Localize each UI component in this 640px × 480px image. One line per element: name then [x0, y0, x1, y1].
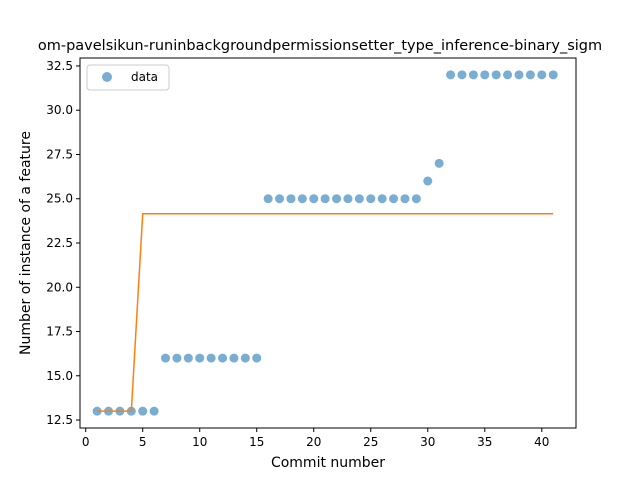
- data-point: [252, 353, 262, 363]
- y-tick-label: 12.5: [46, 413, 73, 427]
- data-point: [480, 70, 490, 80]
- y-tick-label: 20.0: [46, 280, 73, 294]
- data-point: [468, 70, 478, 80]
- data-point: [263, 194, 273, 204]
- x-tick-label: 25: [363, 435, 378, 449]
- data-point: [389, 194, 399, 204]
- data-point: [434, 158, 444, 168]
- data-point: [206, 353, 216, 363]
- data-point: [400, 194, 410, 204]
- x-tick-label: 10: [192, 435, 207, 449]
- data-point: [446, 70, 456, 80]
- data-point: [172, 353, 182, 363]
- legend: data: [86, 64, 170, 91]
- data-point: [491, 70, 501, 80]
- data-point: [514, 70, 524, 80]
- legend-label-data: data: [131, 70, 158, 84]
- y-tick-label: 32.5: [46, 59, 73, 73]
- plot-area: [80, 58, 576, 428]
- data-point: [138, 406, 148, 416]
- data-point: [343, 194, 353, 204]
- data-point: [195, 353, 205, 363]
- data-point: [229, 353, 239, 363]
- data-point: [457, 70, 467, 80]
- data-point: [366, 194, 376, 204]
- data-point: [161, 353, 171, 363]
- legend-box: [86, 64, 170, 91]
- legend-marker-data: [102, 72, 112, 82]
- x-axis-label: Commit number: [271, 455, 385, 471]
- data-point: [377, 194, 387, 204]
- data-point: [309, 194, 319, 204]
- x-tick-label: 35: [477, 435, 492, 449]
- data-point: [537, 70, 547, 80]
- data-point: [275, 194, 285, 204]
- data-point: [525, 70, 535, 80]
- data-point: [423, 176, 433, 186]
- y-tick-label: 27.5: [46, 147, 73, 161]
- y-tick-label: 30.0: [46, 103, 73, 117]
- data-point: [548, 70, 558, 80]
- y-axis-label: Number of instance of a feature: [18, 131, 34, 355]
- data-point: [218, 353, 228, 363]
- y-tick-label: 22.5: [46, 236, 73, 250]
- data-layer: [92, 70, 558, 416]
- data-point: [183, 353, 193, 363]
- x-tick-label: 15: [249, 435, 264, 449]
- data-point: [320, 194, 330, 204]
- data-point: [286, 194, 296, 204]
- fit-line: [97, 213, 554, 412]
- data-point: [332, 194, 342, 204]
- x-tick-label: 5: [139, 435, 147, 449]
- y-tick-label: 25.0: [46, 192, 73, 206]
- x-tick-label: 30: [420, 435, 435, 449]
- data-point: [354, 194, 364, 204]
- data-point: [240, 353, 250, 363]
- plot-frame: [79, 57, 577, 429]
- x-tick-label: 0: [82, 435, 90, 449]
- x-tick-label: 40: [534, 435, 549, 449]
- x-tick-label: 20: [306, 435, 321, 449]
- data-point: [411, 194, 421, 204]
- y-tick-label: 17.5: [46, 325, 73, 339]
- chart-title: om-pavelsikun-runinbackgroundpermissions…: [38, 38, 602, 54]
- data-point: [297, 194, 307, 204]
- y-tick-label: 15.0: [46, 369, 73, 383]
- data-point: [149, 406, 159, 416]
- axes-layer: 0 5 10 15 20 25 30 35 40 12.5 15.0 17.5 20.0 22.5 25.0…: [46, 59, 549, 449]
- data-point: [503, 70, 513, 80]
